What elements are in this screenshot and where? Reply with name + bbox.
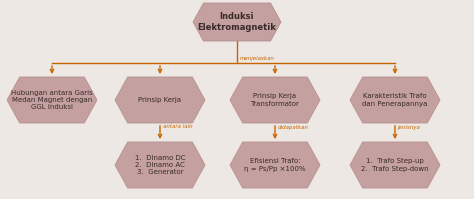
Text: didapatkan: didapatkan <box>278 125 309 130</box>
Polygon shape <box>7 77 97 123</box>
Text: Karakteristik Trafo
dan Penerapannya: Karakteristik Trafo dan Penerapannya <box>362 93 428 107</box>
Polygon shape <box>115 77 205 123</box>
Text: Hubungan antara Garis
Medan Magnet dengan
GGL Induksi: Hubungan antara Garis Medan Magnet denga… <box>11 90 93 110</box>
Text: Prinsip Kerja
Transformator: Prinsip Kerja Transformator <box>251 93 300 107</box>
Text: Prinsip Kerja: Prinsip Kerja <box>138 97 182 103</box>
Text: jenisnya: jenisnya <box>398 125 421 130</box>
Polygon shape <box>115 142 205 188</box>
Polygon shape <box>350 142 440 188</box>
Text: 1.  Trafo Step-up
2.  Trafo Step-down: 1. Trafo Step-up 2. Trafo Step-down <box>361 158 429 172</box>
Text: antara lain: antara lain <box>163 125 192 130</box>
Text: Induksi
Elektromagnetik: Induksi Elektromagnetik <box>198 12 276 32</box>
Polygon shape <box>193 3 281 41</box>
Text: Efisiensi Trafo:
η = Ps/Pp ×100%: Efisiensi Trafo: η = Ps/Pp ×100% <box>244 158 306 172</box>
Polygon shape <box>230 77 320 123</box>
Polygon shape <box>350 77 440 123</box>
Text: 1.  Dinamo DC
2.  Dinamo AC
3.  Generator: 1. Dinamo DC 2. Dinamo AC 3. Generator <box>135 155 185 175</box>
Polygon shape <box>230 142 320 188</box>
Text: menjelaskan: menjelaskan <box>240 56 275 61</box>
